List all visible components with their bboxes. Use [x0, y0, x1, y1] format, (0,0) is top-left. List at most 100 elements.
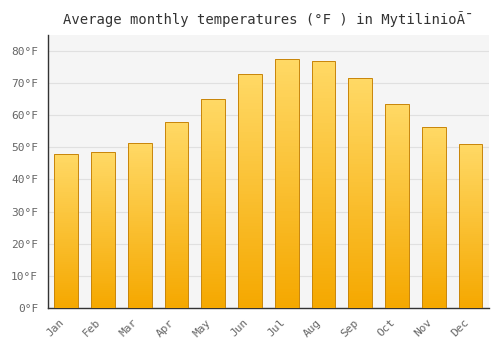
Bar — [238, 74, 262, 308]
Bar — [91, 176, 115, 177]
Bar — [91, 228, 115, 230]
Bar — [275, 280, 298, 283]
Bar — [458, 232, 482, 234]
Bar — [91, 177, 115, 180]
Bar — [458, 263, 482, 265]
Bar — [238, 261, 262, 264]
Bar — [275, 59, 298, 308]
Bar — [458, 222, 482, 224]
Bar — [312, 209, 336, 212]
Bar — [385, 282, 409, 285]
Bar — [275, 140, 298, 143]
Bar — [238, 182, 262, 185]
Bar — [385, 221, 409, 224]
Bar — [385, 244, 409, 247]
Bar — [164, 168, 188, 170]
Bar — [91, 152, 115, 308]
Bar — [458, 203, 482, 205]
Bar — [91, 251, 115, 253]
Bar — [164, 289, 188, 292]
Bar — [422, 170, 446, 172]
Bar — [422, 127, 446, 308]
Bar — [238, 232, 262, 235]
Bar — [385, 142, 409, 145]
Bar — [128, 155, 152, 157]
Bar — [275, 171, 298, 174]
Bar — [91, 294, 115, 296]
Bar — [312, 252, 336, 255]
Bar — [238, 258, 262, 261]
Bar — [312, 243, 336, 246]
Bar — [54, 287, 78, 288]
Bar — [128, 198, 152, 201]
Bar — [91, 238, 115, 240]
Bar — [348, 164, 372, 167]
Bar — [202, 188, 225, 190]
Bar — [164, 122, 188, 308]
Bar — [312, 258, 336, 261]
Bar — [54, 298, 78, 300]
Bar — [312, 160, 336, 163]
Bar — [164, 292, 188, 294]
Bar — [348, 290, 372, 293]
Bar — [202, 271, 225, 274]
Bar — [54, 254, 78, 256]
Bar — [91, 216, 115, 218]
Bar — [275, 252, 298, 255]
Bar — [275, 109, 298, 112]
Bar — [91, 263, 115, 265]
Bar — [422, 152, 446, 154]
Bar — [91, 285, 115, 286]
Bar — [422, 294, 446, 296]
Bar — [422, 186, 446, 188]
Bar — [202, 248, 225, 251]
Bar — [91, 154, 115, 156]
Bar — [91, 220, 115, 222]
Bar — [348, 222, 372, 225]
Bar — [348, 153, 372, 156]
Bar — [458, 193, 482, 195]
Bar — [91, 290, 115, 292]
Bar — [312, 129, 336, 132]
Bar — [202, 204, 225, 206]
Title: Average monthly temperatures (°F ) in MytilinioÃ¯: Average monthly temperatures (°F ) in My… — [63, 11, 474, 27]
Bar — [202, 276, 225, 279]
Bar — [238, 240, 262, 243]
Bar — [164, 126, 188, 129]
Bar — [164, 252, 188, 254]
Bar — [422, 267, 446, 269]
Bar — [348, 141, 372, 145]
Bar — [54, 306, 78, 308]
Bar — [128, 287, 152, 289]
Bar — [312, 280, 336, 283]
Bar — [238, 167, 262, 170]
Bar — [128, 289, 152, 291]
Bar — [422, 192, 446, 195]
Bar — [164, 180, 188, 182]
Bar — [238, 170, 262, 173]
Bar — [385, 249, 409, 252]
Bar — [238, 124, 262, 126]
Bar — [385, 203, 409, 206]
Bar — [385, 196, 409, 198]
Bar — [348, 93, 372, 96]
Bar — [275, 84, 298, 87]
Bar — [422, 127, 446, 129]
Bar — [422, 303, 446, 306]
Bar — [128, 213, 152, 215]
Bar — [202, 206, 225, 209]
Bar — [164, 140, 188, 143]
Bar — [348, 225, 372, 228]
Bar — [275, 233, 298, 236]
Bar — [164, 133, 188, 136]
Bar — [128, 260, 152, 262]
Bar — [348, 113, 372, 116]
Bar — [422, 147, 446, 149]
Bar — [458, 148, 482, 150]
Bar — [385, 178, 409, 181]
Bar — [164, 201, 188, 203]
Bar — [458, 251, 482, 253]
Bar — [458, 306, 482, 308]
Bar — [91, 230, 115, 232]
Bar — [385, 153, 409, 155]
